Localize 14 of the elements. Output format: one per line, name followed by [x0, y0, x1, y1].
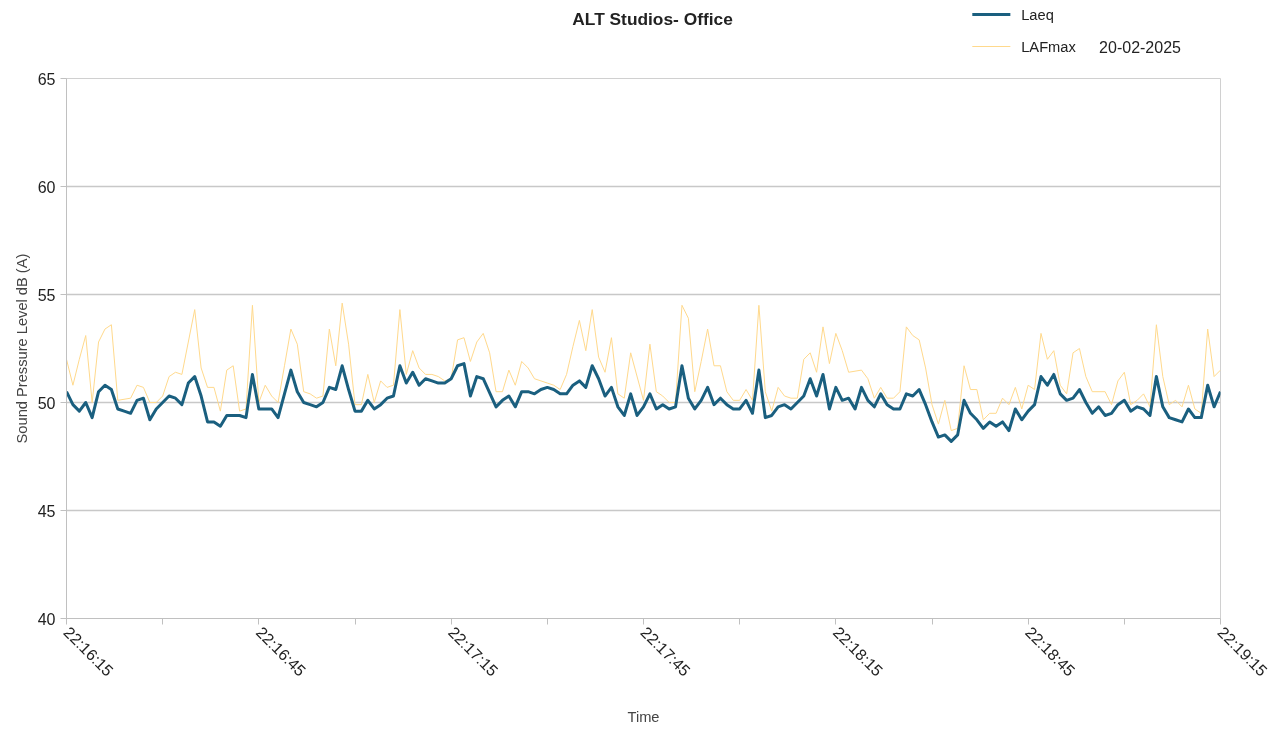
line-series [66, 362, 1221, 443]
y-tick-label: 55 [37, 286, 56, 304]
y-tick-label: 60 [37, 178, 56, 196]
y-tick-label: 45 [37, 502, 56, 520]
legend-label: LAFmax [1021, 38, 1077, 55]
y-tick-label: 65 [37, 70, 56, 88]
y-tick-label: 50 [37, 394, 56, 412]
y-tick-label: 40 [37, 610, 56, 628]
text: 20-02-2025 [1099, 38, 1182, 56]
x-axis-title: Time [627, 708, 660, 725]
chart-title: ALT Studios- Office [572, 8, 734, 29]
y-axis-title: Sound Pressure Level dB (A) [13, 253, 30, 444]
line-series [66, 302, 1221, 432]
legend-label: Laeq [1021, 6, 1054, 23]
